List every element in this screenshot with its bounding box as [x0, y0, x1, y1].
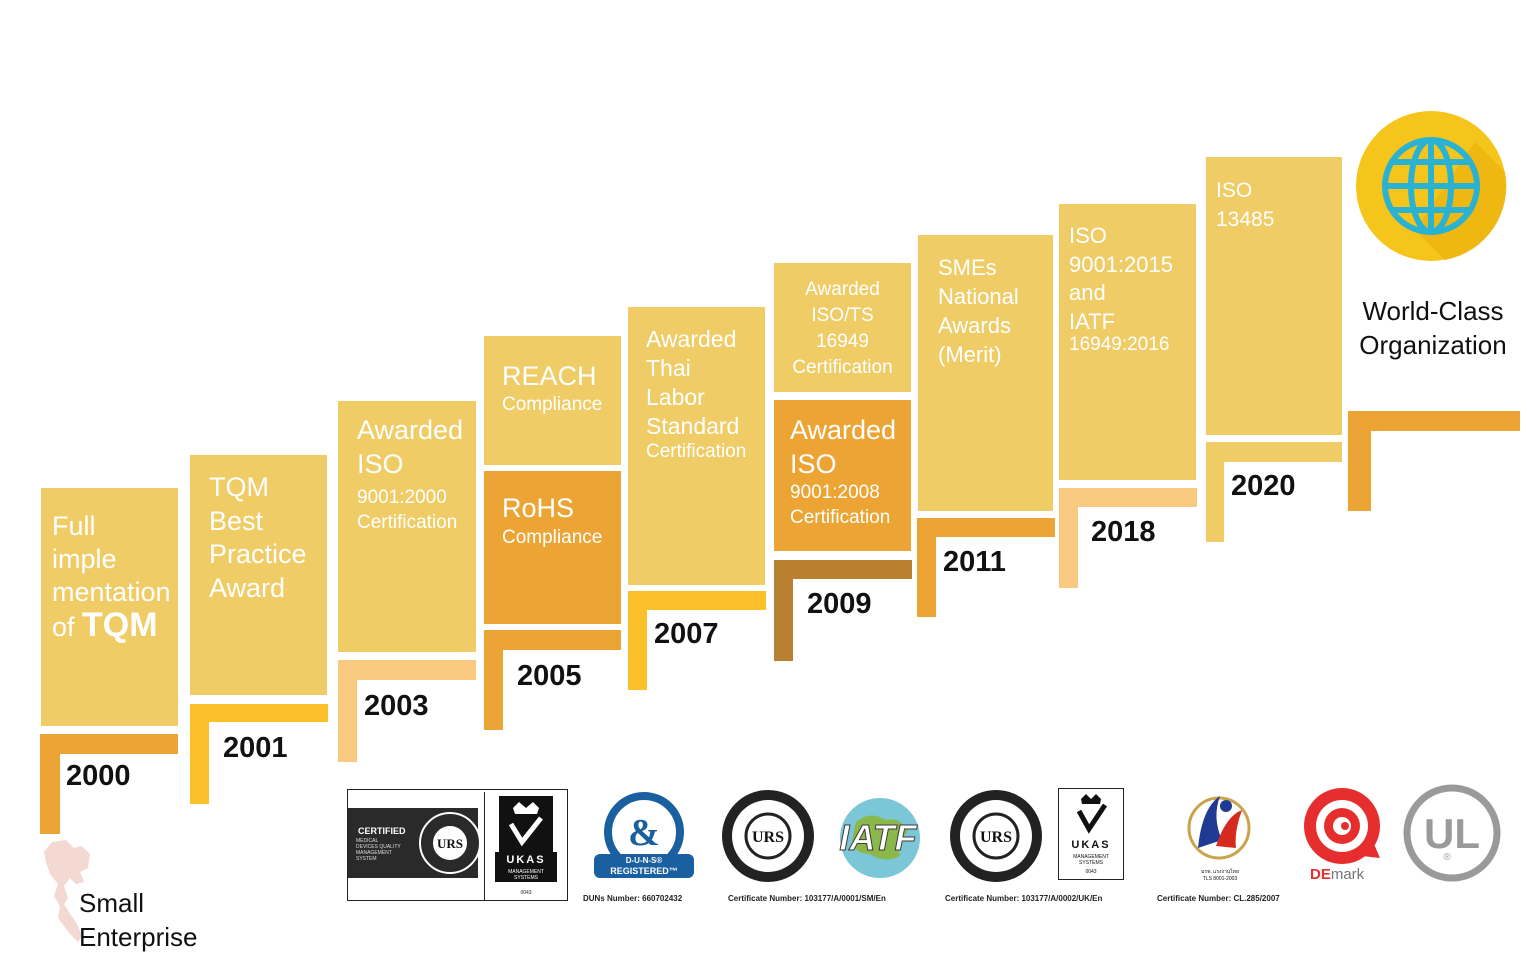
step-2005 — [484, 630, 621, 730]
ul-logo-icon: UL ® — [1403, 784, 1501, 882]
milestone-2000-box: Full imple mentation of TQM — [41, 488, 178, 726]
year-2007: 2007 — [654, 618, 719, 650]
iatf-logo-icon: IATF — [839, 798, 920, 878]
urs-iatf-seal-icon: URS — [722, 790, 814, 882]
milestone-2007-title: Awarded Thai Labor Standard — [646, 326, 740, 439]
step-2007 — [628, 591, 766, 690]
demark-logo-icon — [1304, 788, 1380, 864]
milestone-2009-bottom-sub: 9001:2008 Certification — [790, 482, 891, 528]
year-2003: 2003 — [364, 690, 429, 722]
year-2001: 2001 — [223, 732, 288, 764]
milestone-2020-text: ISO 13485 — [1216, 179, 1275, 231]
step-2018 — [1059, 488, 1197, 588]
duns-registered: REGISTERED™ — [610, 866, 678, 876]
urs-iatf-caption: Certificate Number: 103177/A/0001/SM/En — [728, 894, 886, 903]
thailand-map-icon — [44, 840, 90, 942]
milestone-2011-box: SMEs National Awards (Merit) — [918, 235, 1053, 511]
svg-text:®: ® — [1443, 852, 1451, 863]
duns-badge: D-U-N-S® — [625, 856, 663, 865]
svg-text:&: & — [628, 812, 660, 854]
ukas2-code: 0043 — [1085, 869, 1097, 875]
ukas2-name: UKAS — [1071, 839, 1111, 851]
demark-text: DEmark — [1310, 866, 1365, 883]
milestone-2009-bottom-box: Awarded ISO 9001:2008 Certification — [774, 400, 911, 551]
goal-label: World-Class Organization — [1359, 296, 1507, 360]
step-2001 — [190, 704, 328, 804]
logo-frame-urs-ukas — [347, 789, 568, 901]
globe-icon — [1356, 111, 1507, 261]
milestone-2005-top-box: REACH Compliance — [484, 336, 621, 465]
milestone-2007-sub: Certification — [646, 441, 747, 462]
milestone-2000-text: Full imple mentation of TQM — [52, 511, 171, 644]
ukas2-crown-tick-icon — [1076, 794, 1108, 834]
year-2000: 2000 — [66, 760, 131, 792]
year-2018: 2018 — [1091, 516, 1156, 548]
milestone-2001-text: TQM Best Practice Award — [209, 472, 307, 603]
milestone-2005-reach: REACH — [502, 361, 597, 391]
tls-caption: Certificate Number: CL.285/2007 — [1157, 894, 1280, 903]
milestone-2003-title: Awarded ISO — [357, 415, 464, 479]
logo-ukas-2: UKAS MANAGEMENT SYSTEMS 0043 — [1058, 788, 1124, 880]
year-2020: 2020 — [1231, 470, 1296, 502]
start-label: Small Enterprise — [79, 888, 198, 952]
milestone-2020-box: ISO 13485 — [1206, 157, 1342, 435]
milestone-2018-box: ISO 9001:2015 and IATF 16949:2016 — [1059, 204, 1196, 480]
duns-logo-icon: & — [594, 792, 694, 878]
milestone-2009-bottom-title: Awarded ISO — [790, 415, 897, 479]
step-goal — [1348, 411, 1520, 511]
urs13485-desc: MEDICAL DEVICES QUALITY MANAGEMENT SYSTE… — [356, 838, 401, 862]
ukas1-name: UKAS — [495, 852, 557, 868]
ukas1-code: 0043 — [520, 890, 532, 896]
milestone-2007-box: Awarded Thai Labor Standard Certificatio… — [628, 307, 765, 585]
milestone-2018-title: ISO 9001:2015 and IATF — [1069, 223, 1173, 334]
svg-text:URS: URS — [980, 829, 1012, 846]
milestone-2009-top-box: Awarded ISO/TS 16949 Certification — [774, 263, 911, 392]
step-2009 — [774, 560, 912, 661]
step-2000 — [40, 734, 178, 834]
logo-ukas-1: UKAS MANAGEMENT SYSTEMS 0043 — [484, 792, 568, 900]
year-2009: 2009 — [807, 588, 872, 620]
milestone-2005-reach-sub: Compliance — [502, 394, 603, 415]
ukas1-sub: MANAGEMENT SYSTEMS — [495, 868, 557, 882]
milestone-2018-sub: 16949:2016 — [1069, 334, 1170, 355]
urs13485-certified: CERTIFIED — [358, 826, 406, 836]
tls-line2: TLS 8001-2003 — [1202, 876, 1238, 882]
step-2020 — [1206, 442, 1342, 542]
svg-text:URS: URS — [752, 829, 784, 846]
urs-iso9001-seal-icon: URS — [950, 790, 1042, 882]
year-2011: 2011 — [943, 546, 1006, 578]
milestone-2011-text: SMEs National Awards (Merit) — [938, 255, 1019, 367]
milestone-2001-box: TQM Best Practice Award — [190, 455, 327, 695]
svg-text:URS: URS — [437, 836, 463, 851]
svg-text:IATF: IATF — [839, 817, 917, 858]
milestone-2005-rohs: RoHS — [502, 493, 575, 523]
milestone-2003-sub: 9001:2000 Certification — [357, 487, 458, 533]
step-2003 — [338, 660, 476, 762]
tls-line1: มรท. แรงงานไทย — [1201, 869, 1239, 875]
milestone-2005-rohs-sub: Compliance — [502, 527, 603, 548]
svg-text:UL: UL — [1424, 810, 1480, 857]
ukas-crown-tick-icon — [499, 796, 553, 854]
tls-logo-icon — [1187, 796, 1251, 860]
milestone-2005-bottom-box: RoHS Compliance — [484, 471, 621, 624]
urs-iso9001-caption: Certificate Number: 103177/A/0002/UK/En — [945, 894, 1103, 903]
milestone-2003-box: Awarded ISO 9001:2000 Certification — [338, 401, 476, 652]
urs-13485-seal-icon: URS — [419, 812, 481, 874]
milestone-2009-top-text: Awarded ISO/TS 16949 Certification — [792, 279, 893, 378]
year-2005: 2005 — [517, 660, 582, 692]
step-2011 — [917, 518, 1055, 617]
ukas2-sub: MANAGEMENT SYSTEMS — [1073, 854, 1109, 866]
duns-caption: DUNs Number: 660702432 — [583, 894, 683, 903]
